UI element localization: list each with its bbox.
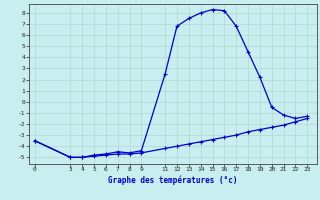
X-axis label: Graphe des températures (°c): Graphe des températures (°c) bbox=[108, 175, 237, 185]
